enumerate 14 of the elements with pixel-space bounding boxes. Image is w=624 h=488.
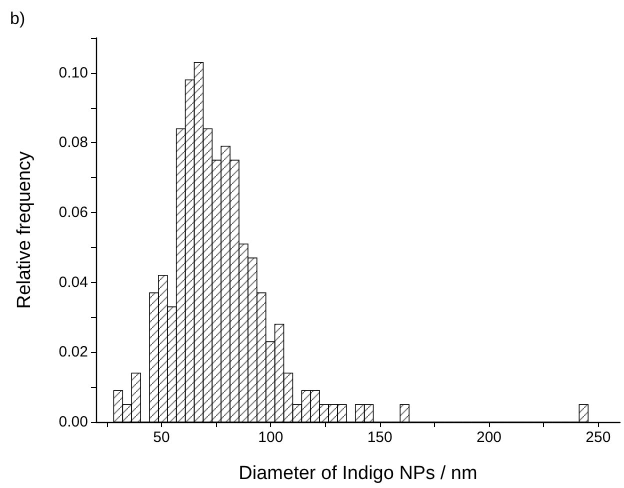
y-tick-label: 0.02: [58, 344, 88, 361]
y-tick-label: 0.10: [58, 64, 88, 82]
y-tick-label: 0.00: [58, 414, 88, 430]
y-tick-label: 0.06: [58, 204, 88, 222]
x-tick-label: 250: [586, 429, 611, 446]
y-axis-title: Relative frequency: [14, 150, 35, 309]
y-tick-label: 0.04: [58, 274, 88, 291]
x-axis-title: Diameter of Indigo NPs / nm: [238, 463, 478, 484]
x-tick-label: 150: [367, 429, 392, 446]
y-tick-label: 0.08: [58, 134, 88, 152]
x-tick-label: 100: [258, 429, 284, 446]
x-tick-label: 200: [476, 429, 502, 446]
text: b): [10, 9, 26, 28]
x-tick-label: 50: [153, 429, 170, 446]
